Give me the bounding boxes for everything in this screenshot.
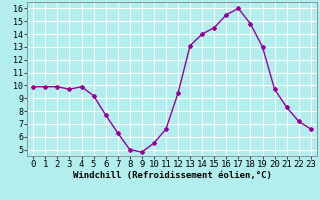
X-axis label: Windchill (Refroidissement éolien,°C): Windchill (Refroidissement éolien,°C)	[73, 171, 271, 180]
